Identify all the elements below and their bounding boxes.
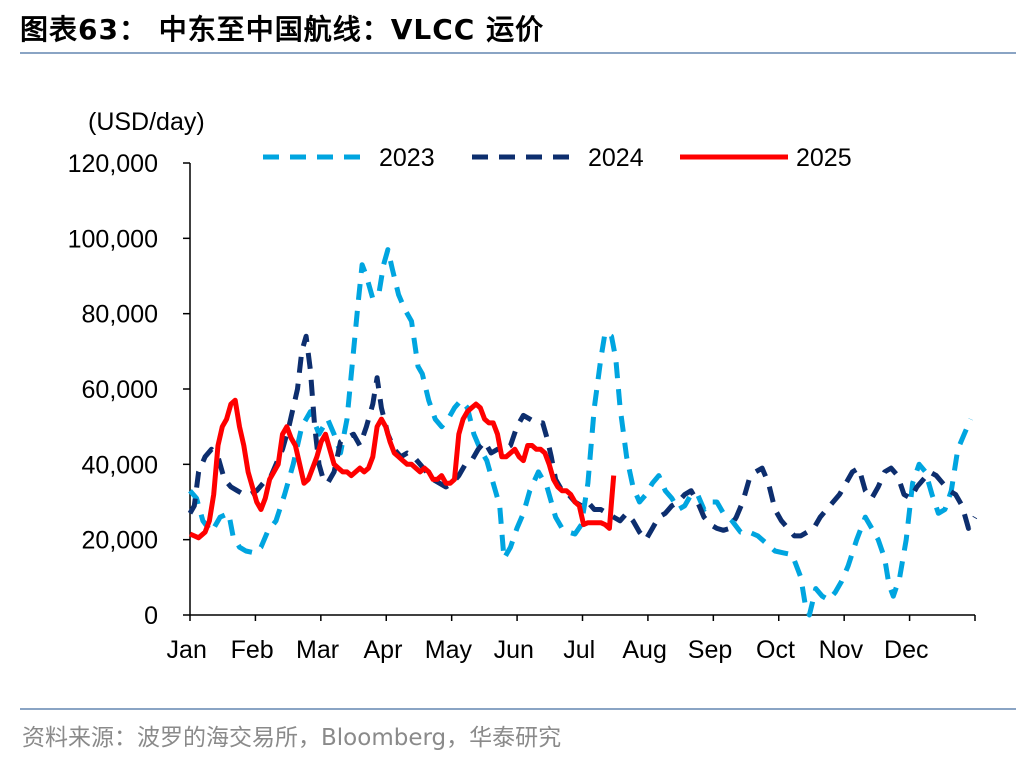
x-tick-label: Jun <box>494 636 534 664</box>
x-tick-label: Jan <box>167 636 207 664</box>
title-divider <box>20 52 1016 54</box>
x-tick-label: Aug <box>622 636 666 664</box>
source-note: 资料来源：波罗的海交易所，Bloomberg，华泰研究 <box>22 725 562 751</box>
y-tick-label: 60,000 <box>82 376 158 404</box>
x-tick-label: Jul <box>563 636 595 664</box>
y-tick-label: 20,000 <box>82 527 158 555</box>
y-tick-label: 40,000 <box>82 451 158 479</box>
figure-title: 图表63： 中东至中国航线：VLCC 运价 <box>20 13 545 46</box>
y-axis-unit-label: (USD/day) <box>88 108 205 136</box>
x-tick-label: Oct <box>756 636 795 664</box>
legend: 2023 2024 2025 <box>263 144 852 172</box>
series-layer <box>187 247 978 618</box>
axis-layer: 0 20,000 40,000 60,000 80,000 100,000 120,000 J… <box>68 150 976 664</box>
source-divider <box>20 708 1016 710</box>
x-tick-label: Nov <box>819 636 864 664</box>
legend-label-2024: 2024 <box>588 144 644 172</box>
series-line-2024 <box>187 333 978 543</box>
x-tick-label: Dec <box>884 636 928 664</box>
x-tick-label: May <box>425 636 473 664</box>
legend-label-2025: 2025 <box>796 144 852 172</box>
series-line-2025 <box>188 397 617 541</box>
x-tick-label: Apr <box>364 636 403 664</box>
legend-label-2023: 2023 <box>379 144 435 172</box>
x-tick-label: Mar <box>296 636 339 664</box>
y-tick-label: 0 <box>144 602 158 630</box>
series-line-2023 <box>188 247 973 618</box>
y-tick-label: 80,000 <box>82 301 158 329</box>
x-tick-label: Feb <box>231 636 274 664</box>
y-tick-label: 120,000 <box>68 150 158 178</box>
y-tick-label: 100,000 <box>68 225 158 253</box>
x-tick-label: Sep <box>688 636 732 664</box>
